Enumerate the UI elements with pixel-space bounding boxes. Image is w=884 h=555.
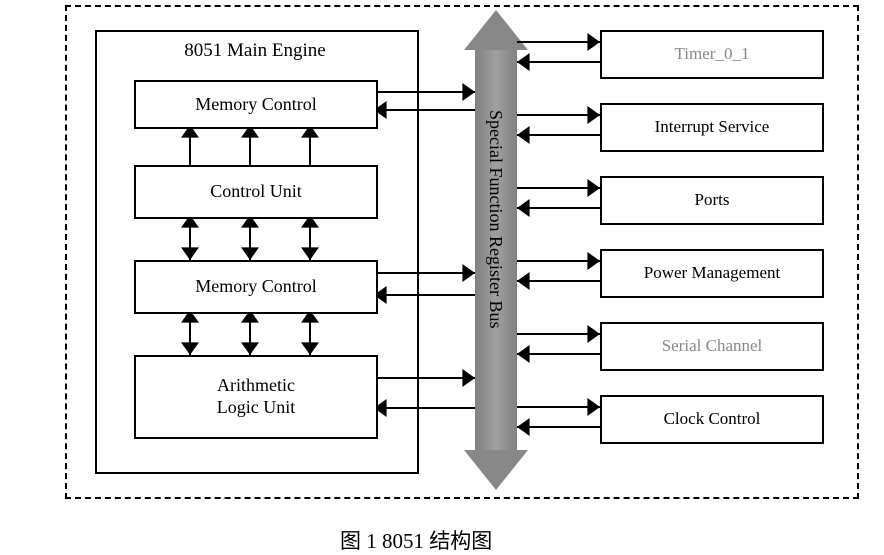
right-block-1: Interrupt Service — [600, 103, 824, 152]
bus-label: Special Function Register Bus — [485, 110, 506, 390]
engine-block-0: Memory Control — [134, 80, 378, 129]
right-block-4: Serial Channel — [600, 322, 824, 371]
right-block-0: Timer_0_1 — [600, 30, 824, 79]
right-block-5: Clock Control — [600, 395, 824, 444]
main-engine-title: 8051 Main Engine — [95, 40, 415, 62]
engine-block-1: Control Unit — [134, 165, 378, 219]
right-block-2: Ports — [600, 176, 824, 225]
engine-block-2: Memory Control — [134, 260, 378, 314]
bus-arrow-down — [464, 450, 528, 490]
diagram-container: 8051 Main Engine Special Function Regist… — [0, 0, 884, 552]
bus-arrow-up — [464, 10, 528, 50]
figure-caption: 图 1 8051 结构图 — [340, 525, 492, 555]
engine-block-3: Arithmetic Logic Unit — [134, 355, 378, 439]
right-block-3: Power Management — [600, 249, 824, 298]
